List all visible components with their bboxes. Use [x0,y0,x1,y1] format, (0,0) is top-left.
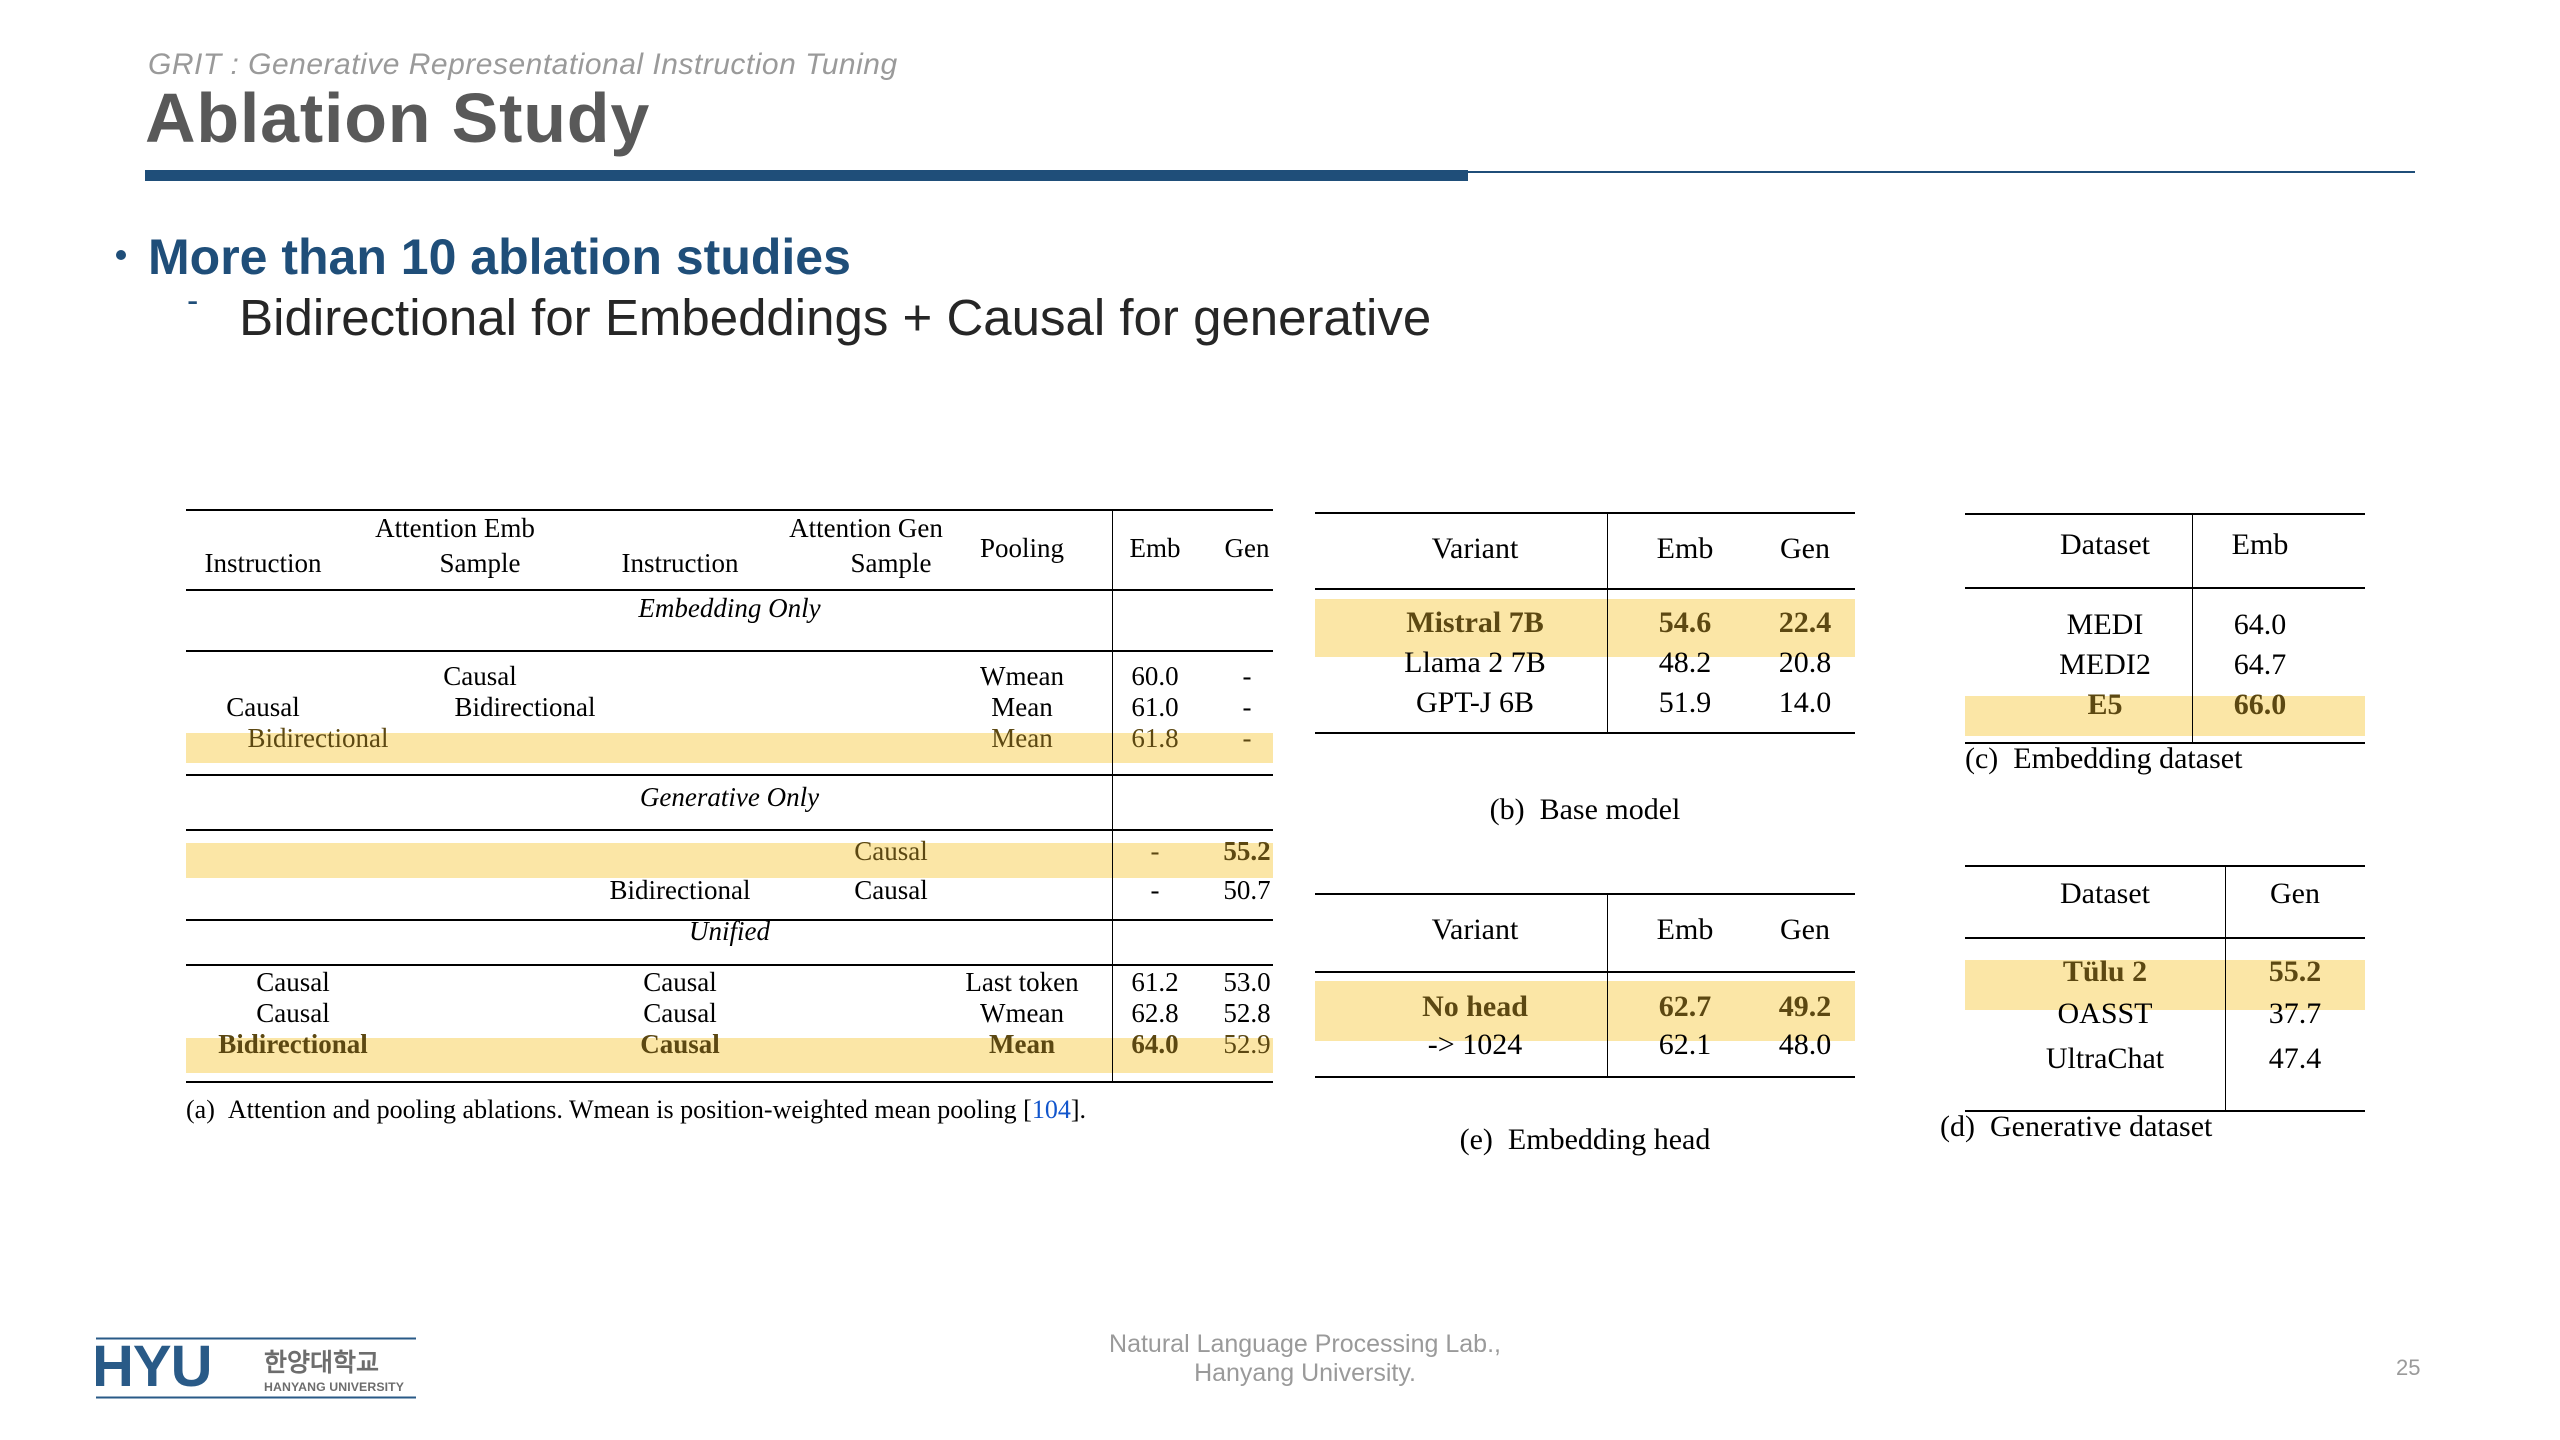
svg-text:HYU: HYU [96,1337,211,1399]
svg-text:HANYANG UNIVERSITY: HANYANG UNIVERSITY [264,1380,404,1394]
svg-text:한양대학교: 한양대학교 [264,1349,379,1377]
